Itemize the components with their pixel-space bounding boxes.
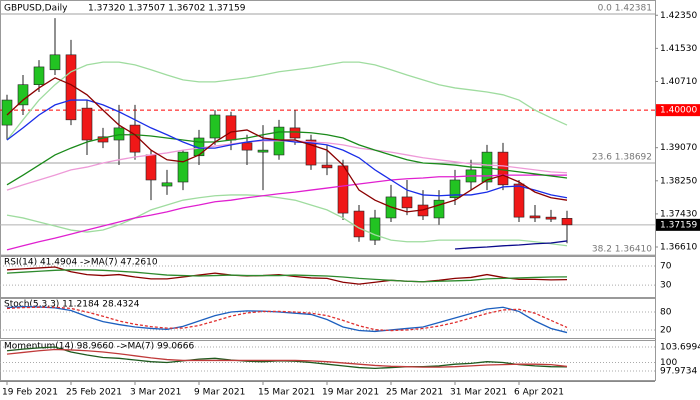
x-tick-label: 31 Mar 2021 — [450, 388, 507, 398]
candle-body — [337, 165, 349, 214]
y-tick-label: 1.42350 — [660, 11, 697, 21]
y-tick-label: 1.39070 — [660, 143, 697, 153]
candle-body — [353, 210, 365, 238]
candle-body — [401, 196, 413, 209]
candle-body — [33, 66, 45, 86]
x-tick-label: 9 Mar 2021 — [194, 388, 245, 398]
candle-body — [241, 142, 253, 151]
chart-title: GBPUSD,Daily — [4, 4, 68, 14]
candle-body — [545, 216, 557, 220]
candle-body — [369, 217, 381, 241]
panel-title: Momentum(14) 98.9660 ->MA(7) 99.0666 — [4, 342, 195, 352]
candle-body — [305, 139, 317, 166]
x-tick-label: 6 Apr 2021 — [514, 388, 564, 398]
y-tick-label: 1.40710 — [660, 77, 697, 87]
candle-body — [497, 151, 509, 186]
x-tick-label: 25 Feb 2021 — [66, 388, 122, 398]
y-tick-label: 100 — [660, 358, 677, 368]
x-tick-label: 19 Feb 2021 — [2, 388, 58, 398]
y-tick-label: 70 — [660, 262, 672, 272]
x-tick-label: 15 Mar 2021 — [258, 388, 315, 398]
candle-body — [513, 183, 525, 218]
candle-body — [289, 127, 301, 139]
series-line — [6, 99, 568, 199]
series-line — [454, 240, 568, 250]
price-tag-label: 1.37159 — [660, 220, 697, 230]
series-line — [6, 269, 568, 283]
level-label: 0.0 1.42381 — [598, 4, 652, 14]
series-line — [6, 131, 568, 186]
candle-body — [145, 154, 157, 181]
candle-body — [17, 84, 29, 106]
candle-body — [209, 114, 221, 139]
series-line — [6, 61, 568, 141]
candle-body — [433, 199, 445, 219]
series-line — [6, 77, 568, 213]
panel-title: RSI(14) 41.4904 ->MA(7) 47.2610 — [4, 258, 158, 268]
candle-body — [225, 115, 237, 141]
series-line — [6, 348, 568, 368]
series-line — [6, 306, 568, 334]
y-tick-label: 97.9734 — [660, 367, 697, 377]
candle-body — [161, 182, 173, 187]
series-line — [6, 174, 567, 251]
price-tag — [656, 218, 700, 231]
x-tick-label: 25 Mar 2021 — [386, 388, 443, 398]
y-tick-label: 1.37430 — [660, 209, 697, 219]
price-tag-label: 1.40000 — [660, 106, 697, 116]
panel-frame — [0, 298, 656, 339]
candle-body — [257, 149, 269, 153]
candle-body — [529, 215, 541, 219]
candle-body — [49, 54, 61, 71]
candle-body — [113, 127, 125, 141]
x-tick-label: 3 Mar 2021 — [130, 388, 181, 398]
panel-frame — [0, 340, 656, 381]
y-tick-label: 1.36610 — [660, 243, 697, 253]
candle-body — [1, 99, 13, 126]
y-tick-label: 20 — [660, 325, 672, 335]
candle-body — [129, 124, 141, 153]
candle-body — [321, 164, 333, 169]
y-tick-label: 1.41530 — [660, 44, 697, 54]
series-line — [6, 194, 568, 247]
candle-body — [449, 179, 461, 199]
candle-body — [561, 218, 573, 226]
panel-frame — [0, 256, 656, 298]
candle-body — [177, 151, 189, 183]
y-tick-label: 103.6994 — [660, 343, 700, 353]
level-label: 38.2 1.36410 — [592, 245, 652, 255]
panel-title: Stoch(5,3,3) 11.2184 28.4324 — [4, 300, 140, 310]
ohlc-label: 1.37320 1.37507 1.36702 1.37159 — [88, 4, 246, 14]
x-tick-label: 19 Mar 2021 — [322, 388, 379, 398]
y-tick-label: 30 — [660, 281, 672, 291]
candle-body — [81, 107, 93, 141]
level-label: 23.6 1.38692 — [592, 152, 652, 162]
price-tag — [656, 104, 700, 117]
y-tick-label: 1.38250 — [660, 176, 697, 186]
y-tick-label: 80 — [660, 308, 672, 318]
